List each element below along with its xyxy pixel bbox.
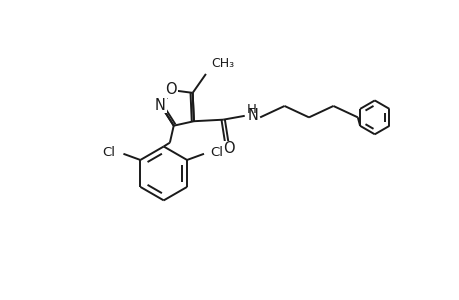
- Text: Cl: Cl: [210, 146, 223, 159]
- Text: H: H: [246, 103, 256, 116]
- Text: N: N: [155, 98, 165, 113]
- Text: CH₃: CH₃: [211, 57, 234, 70]
- Text: Cl: Cl: [102, 146, 116, 159]
- Text: O: O: [165, 82, 177, 97]
- Text: O: O: [222, 141, 234, 156]
- Text: N: N: [247, 108, 258, 123]
